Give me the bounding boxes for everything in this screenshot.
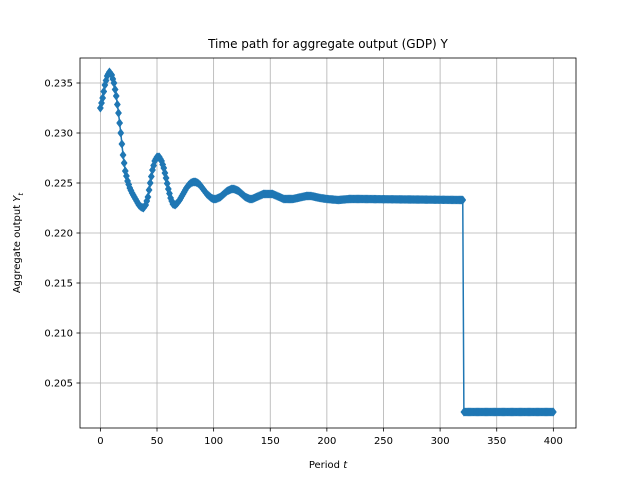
grid (80, 58, 576, 428)
chart-title: Time path for aggregate output (GDP) Y (207, 37, 448, 51)
data-point (113, 99, 121, 110)
plot-frame (79, 57, 577, 429)
y-tick-label: 0.230 (44, 129, 73, 140)
data-point (112, 91, 120, 101)
data-point (118, 139, 126, 149)
axes: 0 50 100 150 200 250 300 350 400 0.205 0.210 0.215 0… (44, 79, 563, 448)
y-tick-label: 0.220 (44, 229, 73, 240)
x-axis-title: Period t (309, 460, 348, 471)
data-point (98, 98, 105, 108)
series-layer (96, 67, 557, 417)
x-tick-label: 150 (261, 436, 280, 447)
y-axis-title: Aggregate output Yt (12, 193, 25, 294)
y-tick-label: 0.210 (44, 329, 73, 340)
data-point (145, 185, 153, 195)
x-tick-label: 0 (97, 436, 103, 447)
x-tick-label: 350 (487, 436, 506, 447)
data-point (120, 158, 128, 168)
x-tick-label: 250 (374, 436, 393, 447)
data-point (147, 171, 155, 182)
data-point (549, 407, 557, 417)
data-point (144, 192, 152, 202)
data-point (115, 108, 122, 118)
data-point (116, 118, 124, 128)
x-tick-label: 200 (317, 436, 336, 447)
data-point (99, 93, 107, 103)
data-point (100, 86, 108, 97)
y-tick-label: 0.225 (44, 179, 73, 190)
y-tick-label: 0.205 (44, 379, 73, 390)
y-tick-label: 0.235 (44, 79, 73, 90)
y-tick-label: 0.215 (44, 279, 73, 290)
data-point (459, 195, 467, 205)
x-tick-label: 400 (544, 436, 563, 447)
x-tick-label: 300 (431, 436, 450, 447)
x-tick-label: 50 (151, 436, 164, 447)
data-point (117, 128, 125, 138)
x-tick-label: 100 (204, 436, 223, 447)
data-point (119, 150, 127, 160)
data-point (146, 178, 154, 188)
